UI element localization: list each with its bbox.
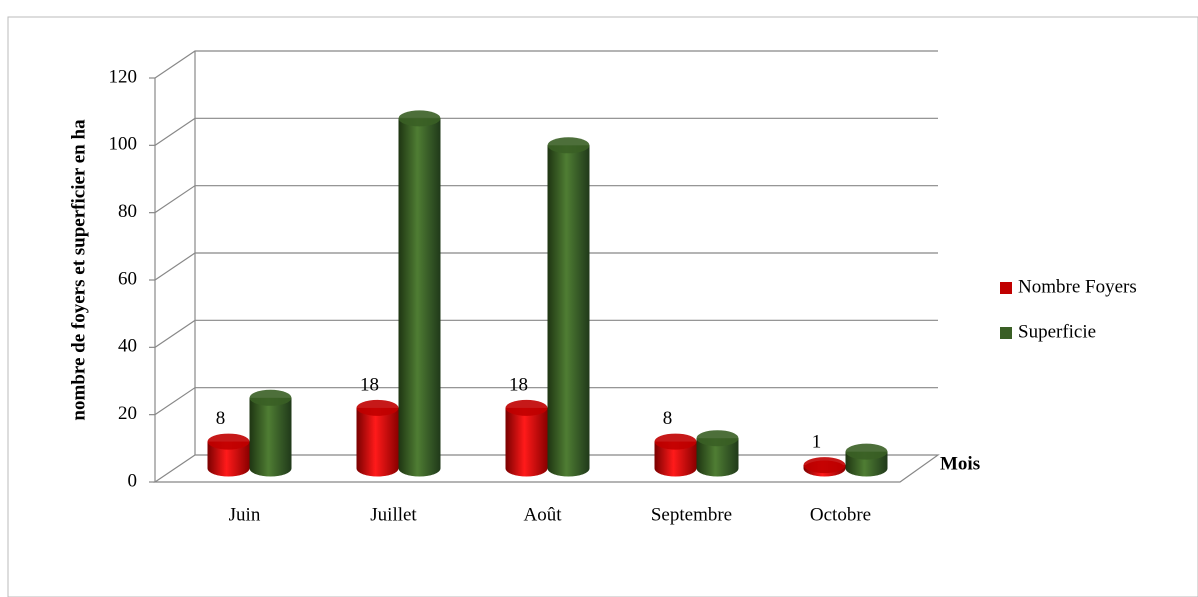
data-label: 18 — [509, 374, 528, 395]
bar — [803, 457, 846, 477]
bar-top — [356, 399, 399, 416]
x-axis-title: Mois — [940, 453, 980, 474]
bar-body — [249, 397, 292, 469]
frame — [7, 16, 1198, 597]
bar-bottom — [249, 460, 292, 477]
grid-line — [154, 50, 938, 79]
bar-bottom — [654, 460, 697, 477]
bar-body — [547, 145, 590, 469]
bar-bottom — [207, 460, 250, 477]
bar-bottom — [845, 460, 888, 477]
legend-swatch — [1000, 282, 1012, 294]
bar-body — [398, 118, 441, 469]
bar — [207, 433, 250, 477]
bar-bottom — [547, 460, 590, 477]
bar — [356, 399, 399, 477]
y-tick-label: 40 — [118, 336, 137, 357]
grid-line — [154, 319, 938, 348]
y-tick-label: 80 — [118, 201, 137, 222]
bar-top — [654, 433, 697, 450]
grid-line — [154, 117, 938, 146]
bar — [696, 430, 739, 477]
bar-bottom — [505, 460, 548, 477]
bar — [845, 443, 888, 477]
bar-top — [249, 389, 292, 406]
bar-bottom — [398, 460, 441, 477]
data-label: 18 — [360, 374, 379, 395]
bar-body — [505, 407, 548, 469]
floor — [153, 454, 940, 483]
bar-top — [547, 137, 590, 154]
bar-top — [398, 110, 441, 127]
bar-bottom — [356, 460, 399, 477]
grid-line — [154, 387, 938, 416]
data-label: 8 — [216, 408, 226, 429]
y-tick-label: 120 — [109, 66, 138, 87]
bar-top — [803, 457, 846, 474]
y-tick-label: 0 — [128, 470, 138, 491]
bar — [398, 110, 441, 477]
x-tick-label: Juin — [229, 504, 261, 525]
legend-label: Nombre Foyers — [1018, 276, 1137, 297]
legend-swatch — [1000, 327, 1012, 339]
bar — [654, 433, 697, 477]
bar-top — [845, 443, 888, 460]
x-tick-label: Juillet — [370, 504, 417, 525]
data-label: 8 — [663, 408, 673, 429]
bar-bottom — [696, 460, 739, 477]
bar-top — [505, 399, 548, 416]
x-tick-label: Août — [524, 504, 563, 525]
y-tick-label: 60 — [118, 268, 137, 289]
grid-line — [154, 185, 938, 214]
bar — [547, 137, 590, 477]
bar-top — [207, 433, 250, 450]
y-axis-title: nombre de foyers et superficier en ha — [68, 119, 89, 421]
bar-body — [356, 407, 399, 469]
bar — [505, 399, 548, 477]
bar-top — [696, 430, 739, 447]
x-tick-label: Septembre — [651, 504, 732, 525]
legend-label: Superficie — [1018, 321, 1096, 342]
bar — [249, 389, 292, 477]
y-tick-label: 100 — [109, 134, 138, 155]
grid-line — [154, 252, 938, 281]
data-label: 1 — [812, 431, 822, 452]
x-tick-label: Octobre — [810, 504, 871, 525]
y-tick-label: 20 — [118, 403, 137, 424]
